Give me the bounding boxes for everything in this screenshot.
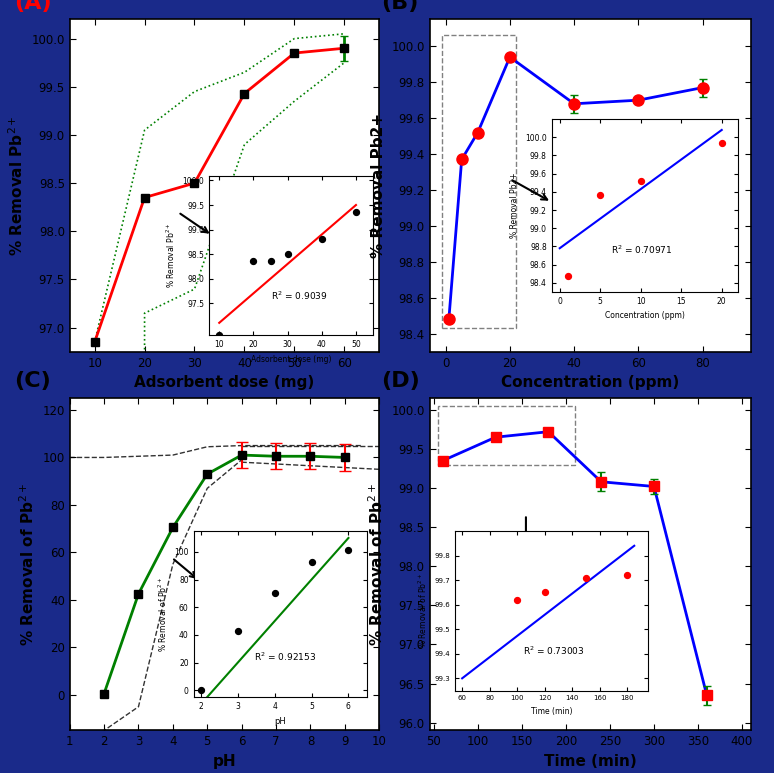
X-axis label: Concentration (ppm): Concentration (ppm) [501, 375, 680, 390]
Text: (A): (A) [14, 0, 52, 12]
Text: (C): (C) [14, 372, 50, 391]
Text: (B): (B) [382, 0, 419, 12]
X-axis label: pH: pH [213, 754, 236, 769]
Bar [443, 36, 516, 329]
Y-axis label: % Removal of Pb$^{2+}$: % Removal of Pb$^{2+}$ [367, 482, 385, 646]
Y-axis label: % Removal Pb2+: % Removal Pb2+ [371, 113, 385, 258]
Y-axis label: % Removal of Pb$^{2+}$: % Removal of Pb$^{2+}$ [18, 482, 37, 646]
X-axis label: Adsorbent dose (mg): Adsorbent dose (mg) [135, 375, 314, 390]
X-axis label: Time (min): Time (min) [544, 754, 636, 769]
Bar [438, 406, 575, 465]
Y-axis label: % Removal Pb$^{2+}$: % Removal Pb$^{2+}$ [7, 115, 26, 256]
Text: (D): (D) [382, 372, 420, 391]
